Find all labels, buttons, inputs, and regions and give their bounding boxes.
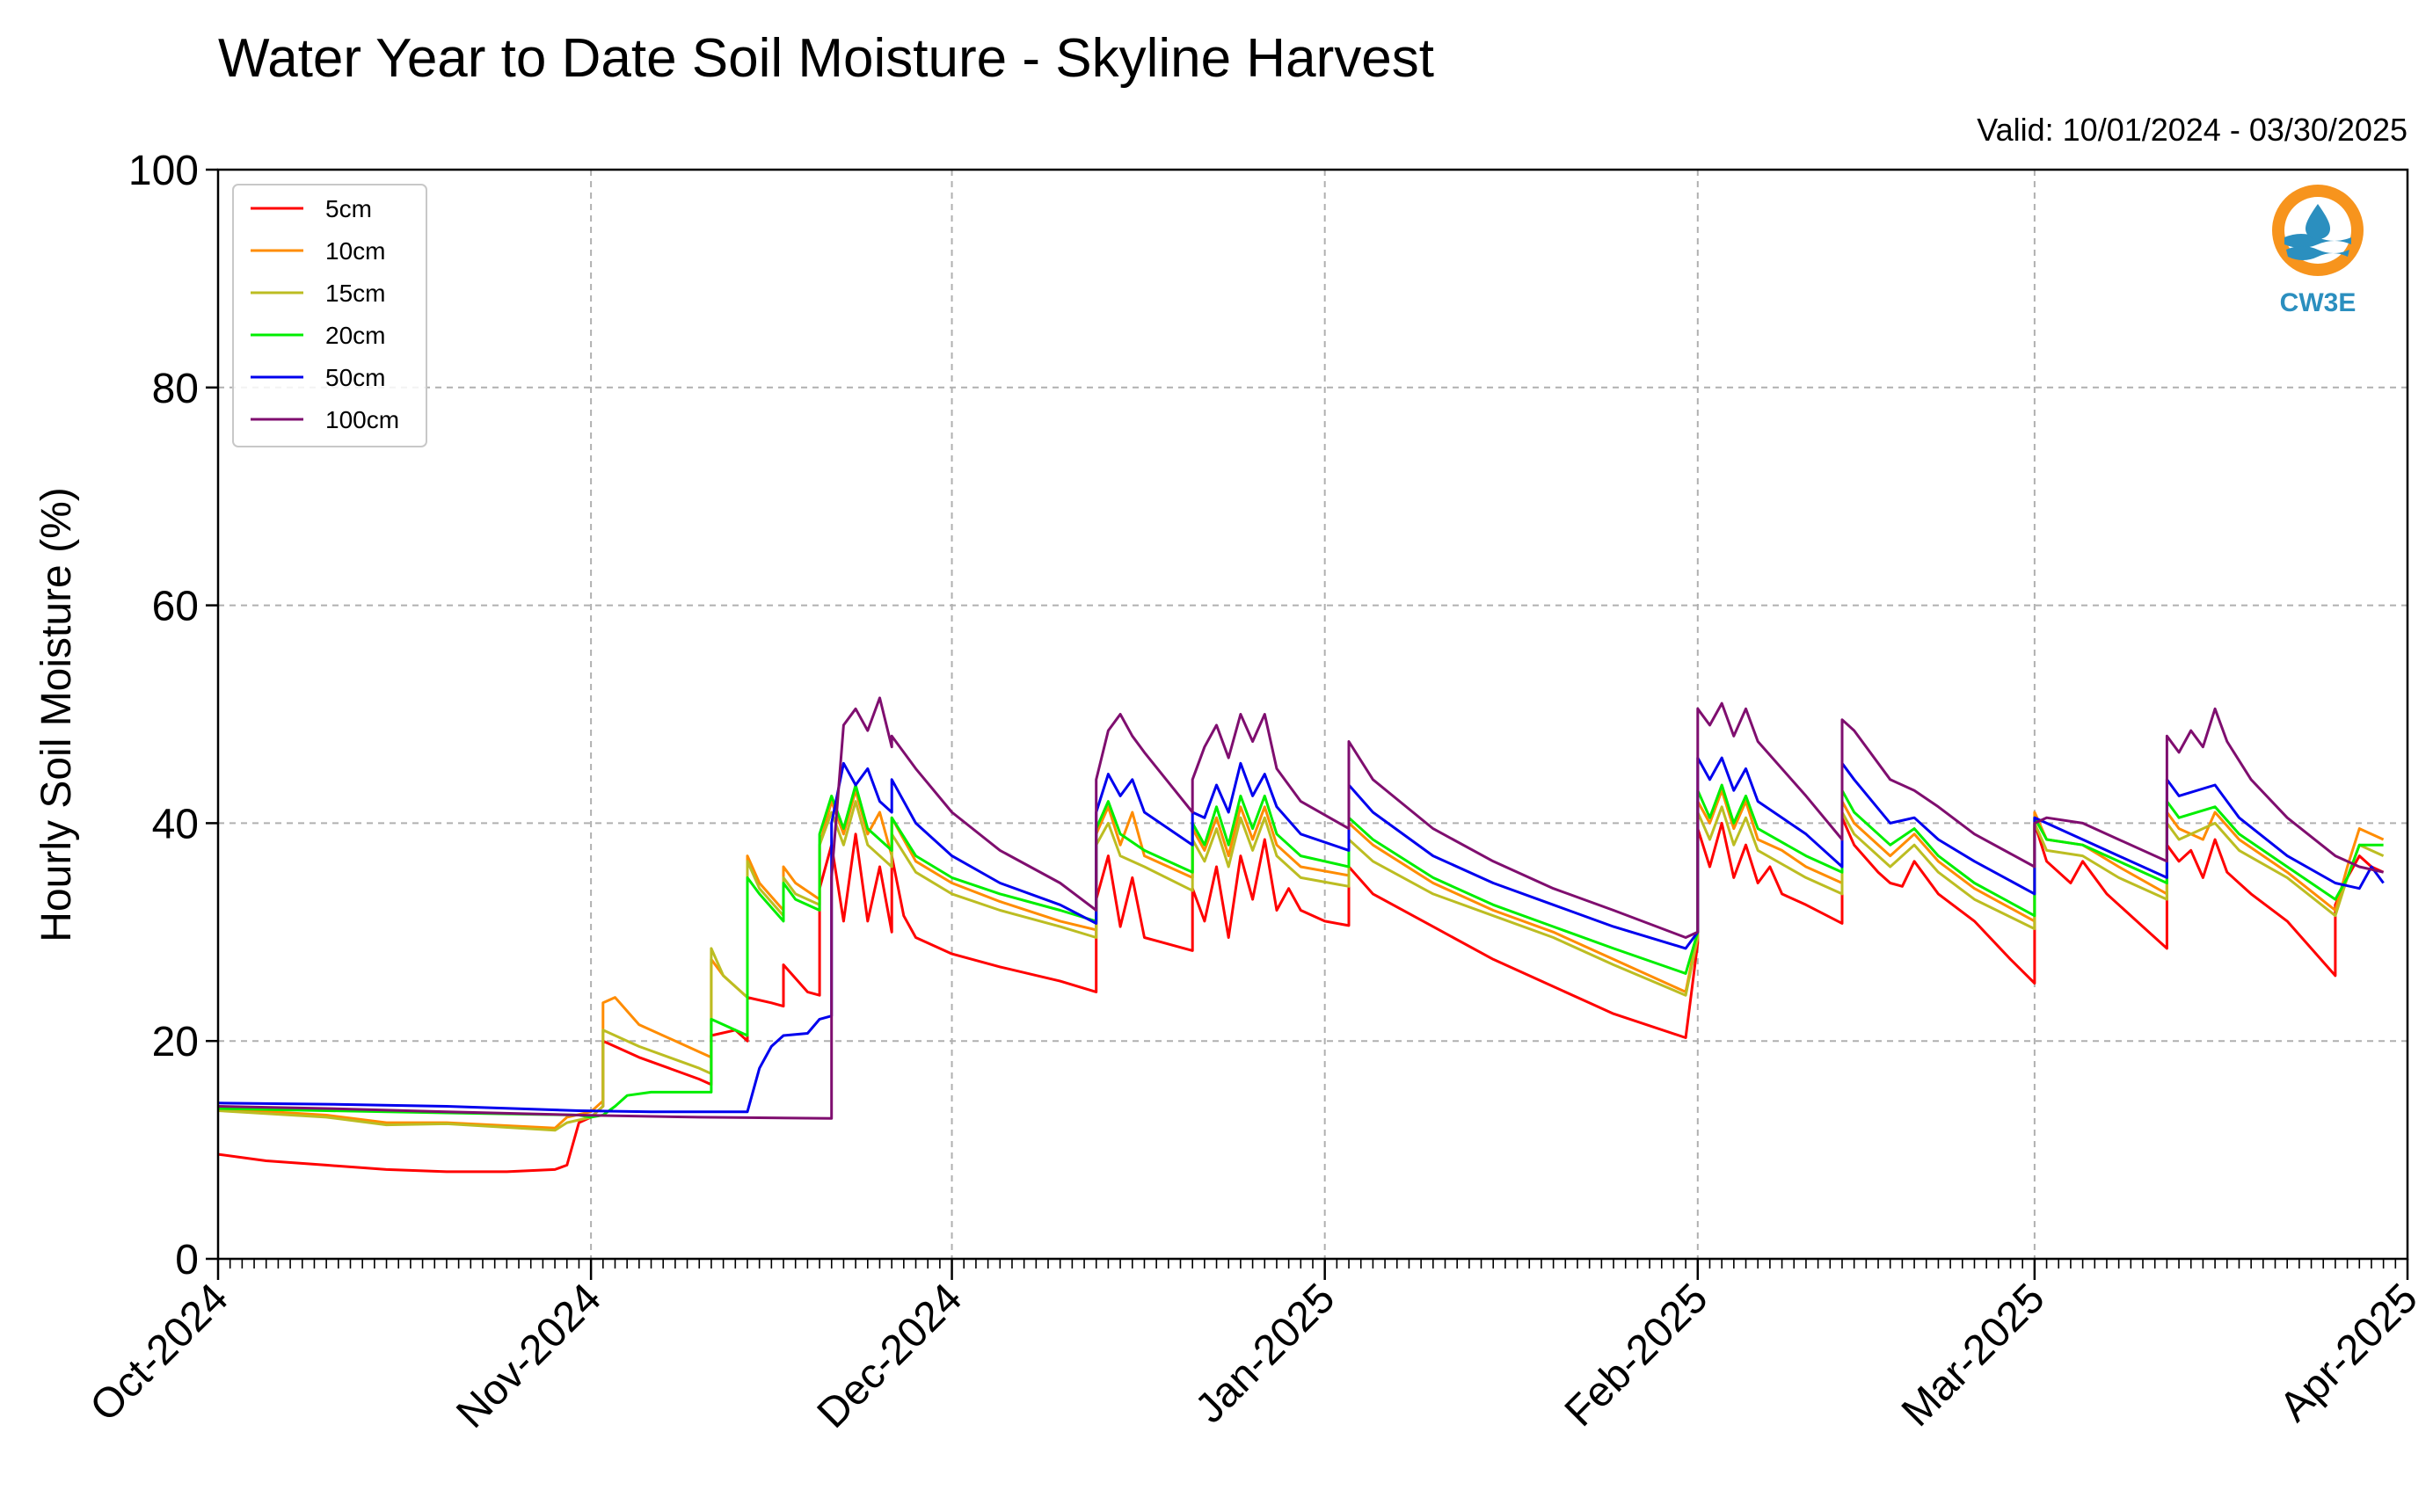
legend-label-20cm: 20cm (325, 322, 385, 349)
y-tick-label: 60 (152, 584, 199, 630)
legend: 5cm 10cm 15cm 20cm 50cm 100cm (232, 184, 427, 447)
y-tick-label: 20 (152, 1019, 199, 1065)
y-tick-label: 0 (175, 1237, 199, 1283)
valid-date-range: Valid: 10/01/2024 - 03/30/2025 (1977, 112, 2408, 148)
series-line-100cm (217, 696, 2384, 1120)
y-tick-label: 80 (152, 366, 199, 412)
logo-droplet-icon (2306, 204, 2330, 239)
logo-wave-icon (2286, 246, 2349, 260)
y-tick-label: 100 (128, 148, 199, 194)
legend-label-50cm: 50cm (325, 364, 385, 391)
legend-label-15cm: 15cm (325, 280, 385, 307)
legend-label-100cm: 100cm (325, 406, 399, 433)
y-axis-label: Hourly Soil Moisture (%) (33, 487, 80, 941)
logo-text: CW3E (2280, 288, 2357, 317)
cw3e-logo: CW3E (2272, 185, 2364, 317)
y-tick-label: 40 (152, 801, 199, 847)
logo-wave-icon (2284, 234, 2351, 248)
y-axis: 0 20 40 60 80 100 (128, 148, 218, 1283)
grid-lines (218, 170, 2408, 1259)
chart-title: Water Year to Date Soil Moisture - Skyli… (218, 28, 1434, 89)
legend-label-10cm: 10cm (325, 237, 385, 265)
series-lines (217, 696, 2385, 1174)
legend-label-5cm: 5cm (325, 195, 372, 222)
